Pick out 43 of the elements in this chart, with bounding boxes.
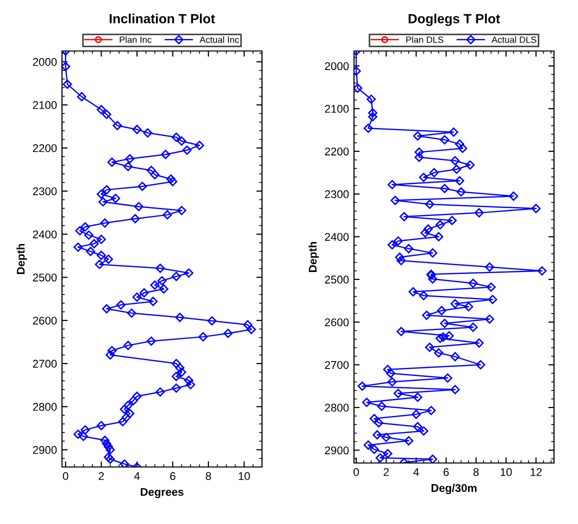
x-tick-label: 6: [170, 472, 176, 480]
y-tick-label: 2700: [32, 360, 57, 368]
y-tick-label: 2400: [32, 230, 57, 238]
x-tick-label: 0: [62, 472, 68, 480]
x-tick-label: 10: [238, 472, 250, 480]
y-tick-label: 2100: [324, 104, 349, 113]
x-tick-label: 2: [384, 468, 389, 476]
y-tick-label: 2800: [32, 402, 57, 411]
x-axis-title: Degrees: [140, 488, 184, 498]
x-tick-label: 8: [206, 472, 212, 480]
y-tick-label: 2300: [32, 187, 57, 196]
y-tick-label: 2600: [324, 318, 349, 326]
y-tick-label: 2100: [32, 101, 57, 110]
y-tick-label: 2900: [324, 446, 349, 454]
y-axis-title: Depth: [16, 244, 27, 274]
y-tick-label: 2500: [32, 274, 57, 282]
y-tick-label: 2200: [324, 148, 349, 156]
y-tick-label: 2600: [32, 316, 57, 325]
x-tick-label: 12: [530, 468, 542, 476]
x-axis-title: Deg/30m: [432, 484, 476, 494]
y-tick-label: 2800: [324, 404, 349, 412]
x-tick-label: 10: [500, 468, 512, 476]
legend-label: Actual Inc: [200, 36, 239, 43]
y-tick-label: 2200: [32, 144, 57, 152]
y-tick-label: 2300: [324, 190, 349, 198]
legend-label: Actual DLS: [492, 36, 536, 43]
legend-label: Plan DLS: [406, 36, 444, 43]
y-tick-label: 2400: [324, 232, 349, 241]
x-tick-label: 2: [98, 472, 104, 480]
y-tick-label: 2700: [324, 361, 349, 369]
x-tick-label: 6: [444, 468, 449, 476]
legend-label: Plan Inc: [120, 36, 152, 43]
x-tick-label: 4: [413, 468, 419, 476]
x-tick-label: 4: [134, 472, 140, 480]
y-tick-label: 2000: [324, 62, 349, 70]
chart-title: Doglegs T Plot: [408, 14, 500, 26]
x-tick-label: 0: [354, 468, 359, 476]
x-tick-label: 8: [473, 468, 479, 476]
y-tick-label: 2500: [324, 276, 349, 284]
y-tick-label: 2000: [32, 58, 57, 66]
y-axis-title: Depth: [308, 242, 319, 272]
y-tick-label: 2900: [32, 446, 57, 454]
chart-title: Inclination T Plot: [110, 14, 215, 24]
